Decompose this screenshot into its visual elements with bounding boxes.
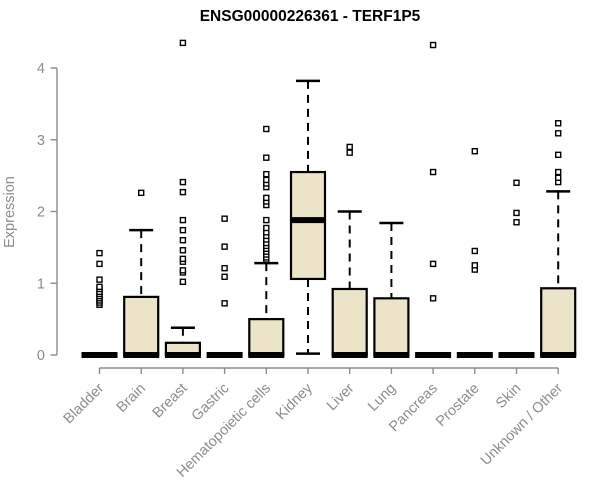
box xyxy=(123,295,160,357)
outlier-point xyxy=(429,260,437,268)
outlier-point xyxy=(263,154,270,161)
box xyxy=(540,287,577,357)
chart-title: ENSG00000226361 - TERF1P5 xyxy=(200,8,421,25)
outlier-point xyxy=(179,39,187,47)
outlier-point xyxy=(555,120,562,127)
outlier-point xyxy=(346,143,353,151)
outlier-point xyxy=(96,249,103,257)
boxplot-skin xyxy=(498,179,535,358)
y-tick-label: 1 xyxy=(37,276,45,292)
x-tick-label: Brain xyxy=(114,381,149,416)
outlier-point xyxy=(221,273,228,280)
boxplot-unknown-other xyxy=(540,120,577,358)
boxplot-kidney xyxy=(289,79,327,355)
median-line xyxy=(331,352,368,358)
outlier-point xyxy=(96,260,103,268)
outlier-point xyxy=(555,151,562,159)
outlier-point xyxy=(179,267,187,274)
median-line xyxy=(123,352,160,358)
outlier-point xyxy=(96,276,103,283)
outlier-point xyxy=(179,247,187,254)
box xyxy=(331,287,368,357)
outlier-point xyxy=(555,168,562,176)
boxplot-brain xyxy=(123,189,160,358)
y-tick-label: 2 xyxy=(37,205,45,221)
outlier-point xyxy=(429,41,437,49)
boxplot-liver xyxy=(331,143,368,358)
boxplot-pancreas xyxy=(415,41,452,358)
outlier-point xyxy=(263,125,270,133)
y-axis-label: Expression xyxy=(2,176,18,248)
boxplot-prostate xyxy=(456,148,493,358)
outlier-point xyxy=(471,148,478,155)
boxplot-lung xyxy=(373,221,410,358)
outlier-point xyxy=(263,216,270,224)
median-line xyxy=(290,217,326,224)
outlier-point xyxy=(513,219,520,226)
outlier-point xyxy=(179,236,187,244)
x-tick-label: Bladder xyxy=(61,380,108,427)
outlier-point xyxy=(471,247,478,255)
outlier-point xyxy=(221,264,228,272)
median-line xyxy=(456,352,493,358)
outlier-point xyxy=(137,189,145,197)
outlier-point xyxy=(221,215,228,222)
outlier-point xyxy=(555,174,562,181)
outlier-point xyxy=(555,130,562,137)
x-tick-label: Liver xyxy=(324,380,358,414)
outlier-point xyxy=(179,178,187,186)
outlier-point xyxy=(96,283,103,291)
outlier-point xyxy=(221,243,228,250)
outlier-point xyxy=(263,176,270,184)
outlier-point xyxy=(471,262,478,269)
median-line xyxy=(81,352,118,358)
median-line xyxy=(540,352,577,358)
outlier-point xyxy=(429,295,437,302)
outlier-point xyxy=(263,170,270,178)
outlier-point xyxy=(263,224,270,232)
x-tick-label: Prostate xyxy=(433,381,482,430)
outlier-point xyxy=(179,226,187,234)
outlier-point xyxy=(179,278,187,286)
y-tick-label: 3 xyxy=(37,133,45,149)
y-tick-label: 0 xyxy=(37,348,45,364)
outlier-point xyxy=(179,255,187,263)
median-line xyxy=(164,352,201,358)
boxplot-breast xyxy=(164,39,201,358)
x-tick-label: Lung xyxy=(365,381,399,415)
boxplot-gastric xyxy=(206,215,243,358)
outlier-point xyxy=(179,188,187,196)
median-line xyxy=(248,352,285,358)
outlier-point xyxy=(429,168,437,176)
boxplot-hematopoietic-cells xyxy=(248,125,285,358)
box xyxy=(289,170,327,281)
x-tick-label: Kidney xyxy=(273,380,316,423)
median-line xyxy=(206,352,243,358)
median-line xyxy=(373,352,410,358)
outlier-point xyxy=(513,179,520,187)
boxplot-bladder xyxy=(81,249,118,358)
outlier-point xyxy=(513,209,520,217)
y-tick-label: 4 xyxy=(37,61,45,77)
outlier-point xyxy=(263,194,270,202)
x-tick-label: Breast xyxy=(150,381,191,422)
x-tick-label: Skin xyxy=(493,381,524,412)
outlier-point xyxy=(221,300,228,307)
outlier-point xyxy=(346,149,353,156)
median-line xyxy=(498,352,535,358)
box xyxy=(248,318,285,357)
box xyxy=(373,297,410,357)
median-line xyxy=(415,352,452,358)
outlier-point xyxy=(179,216,187,224)
